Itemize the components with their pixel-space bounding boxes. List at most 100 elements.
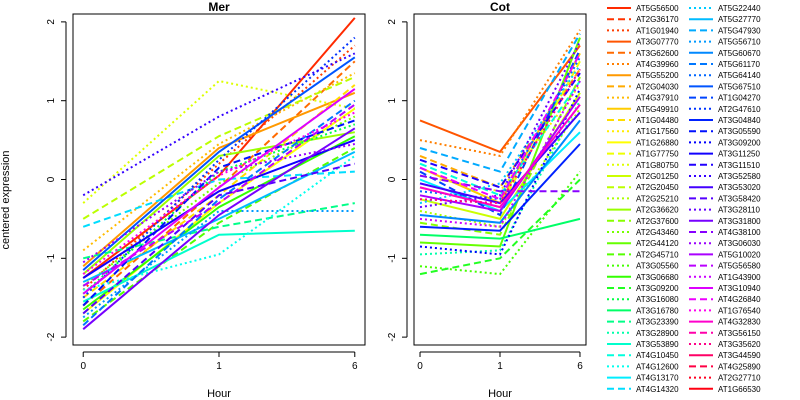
y-axis-label: centered expression (0, 150, 12, 249)
series-line (82, 127, 356, 330)
legend-label: AT2G36620 (636, 206, 679, 215)
series-line (82, 139, 356, 279)
legend-label: AT3G52580 (718, 172, 761, 181)
series-line (82, 155, 356, 291)
series-line (419, 80, 581, 228)
legend-label: AT5G61170 (718, 60, 761, 69)
legend-label: AT2G44120 (636, 239, 679, 248)
series-line (419, 37, 581, 248)
legend-label: AT4G37910 (636, 94, 679, 103)
legend-label: AT2G45710 (636, 250, 679, 259)
legend-label: AT2G36170 (636, 15, 679, 24)
series-line (419, 217, 581, 240)
series-line (82, 56, 356, 271)
legend-label: AT1G26880 (636, 138, 679, 147)
legend-label: AT5G55200 (636, 71, 679, 80)
legend-label: AT4G39960 (636, 60, 679, 69)
series-line (82, 151, 356, 283)
legend-label: AT3G44590 (718, 351, 761, 360)
legend-label: AT3G53890 (636, 340, 679, 349)
legend-label: AT1G77750 (636, 150, 679, 159)
legend-label: AT3G05590 (718, 127, 761, 136)
legend-label: AT3G62600 (636, 49, 679, 58)
series-line (419, 100, 581, 256)
legend-label: AT4G26840 (718, 295, 761, 304)
legend-label: AT1G80750 (636, 161, 679, 170)
legend-label: AT3G16080 (636, 295, 679, 304)
legend-label: AT5G60670 (718, 49, 761, 58)
series-line (82, 17, 356, 279)
legend-label: AT5G56710 (718, 38, 761, 47)
legend-label: AT3G16780 (636, 306, 679, 315)
series-line (82, 52, 356, 197)
series-line (419, 103, 581, 209)
x-tick-label: 0 (80, 361, 86, 372)
panel-title: Cot (490, 0, 510, 14)
series-line (419, 49, 581, 217)
x-tick-label: 1 (216, 361, 222, 372)
legend-label: AT5G47930 (718, 26, 761, 35)
legend-label: AT5G22440 (718, 4, 761, 13)
legend-label: AT4G32830 (718, 318, 761, 327)
legend-label: AT3G58420 (718, 194, 761, 203)
legend-label: AT1G66530 (718, 385, 761, 394)
legend-label: AT2G01250 (636, 172, 679, 181)
mer-panel: Mer 0 1 6 Hour -2 -1 0 1 2 (46, 0, 366, 400)
series-line (82, 229, 355, 303)
series-line (82, 119, 356, 307)
legend-label: AT2G47610 (718, 105, 761, 114)
legend-label: AT3G56150 (718, 329, 761, 338)
legend-label: AT1G76540 (718, 306, 761, 315)
legend-label: AT2G20450 (636, 183, 679, 192)
legend-label: AT2G27710 (718, 374, 761, 383)
legend-label: AT1G01940 (636, 26, 679, 35)
series-line (82, 131, 355, 275)
y-tick-label: -1 (387, 253, 398, 262)
legend-label: AT3G23390 (636, 318, 679, 327)
panel-title: Mer (208, 0, 230, 14)
series-line (419, 178, 581, 276)
y-tick-label: 2 (387, 19, 398, 25)
legend-label: AT5G49910 (636, 105, 679, 114)
y-tick-label: 2 (46, 19, 57, 25)
legend-label: AT3G28110 (718, 206, 761, 215)
legend-label: AT3G11510 (718, 161, 761, 170)
legend-label: AT3G53020 (718, 183, 761, 192)
y-tick-label: 0 (387, 176, 398, 182)
series-line (82, 111, 356, 275)
series-line (419, 88, 581, 256)
series-line (419, 119, 581, 224)
legend-label: AT3G06680 (636, 273, 679, 282)
legend-label: AT4G14320 (636, 385, 679, 394)
series-line (419, 52, 581, 201)
legend-label: AT5G27770 (718, 15, 761, 24)
series-line (419, 68, 581, 205)
series-line (82, 147, 356, 323)
legend-label: AT2G25210 (636, 194, 679, 203)
legend-label: AT3G09200 (636, 284, 679, 293)
y-tick-label: -1 (46, 253, 57, 262)
legend-label: AT4G13170 (636, 374, 679, 383)
legend-label: AT5G56500 (636, 4, 679, 13)
legend-label: AT3G09200 (718, 138, 761, 147)
legend-label: AT3G35620 (718, 340, 761, 349)
legend-label: AT3G07770 (636, 38, 679, 47)
series-line (419, 72, 581, 189)
y-tick-label: 1 (387, 97, 398, 103)
x-tick-label: 1 (497, 361, 503, 372)
cot-panel: Cot 0 1 6 Hour -2 -1 0 1 2 (387, 0, 587, 400)
legend-label: AT4G10450 (636, 351, 679, 360)
series-line (82, 88, 356, 295)
legend-label: AT2G04030 (636, 82, 679, 91)
series-line (419, 33, 581, 173)
legend-label: AT4G38100 (718, 228, 761, 237)
legend-label: AT3G11250 (718, 150, 761, 159)
y-tick-label: 0 (46, 176, 57, 182)
y-tick-label: -2 (387, 332, 398, 341)
legend-label: AT3G31800 (718, 217, 761, 226)
legend-label: AT3G04840 (718, 116, 761, 125)
legend-label: AT4G12600 (636, 362, 679, 371)
series-line (419, 143, 581, 232)
legend-label: AT1G04480 (636, 116, 679, 125)
